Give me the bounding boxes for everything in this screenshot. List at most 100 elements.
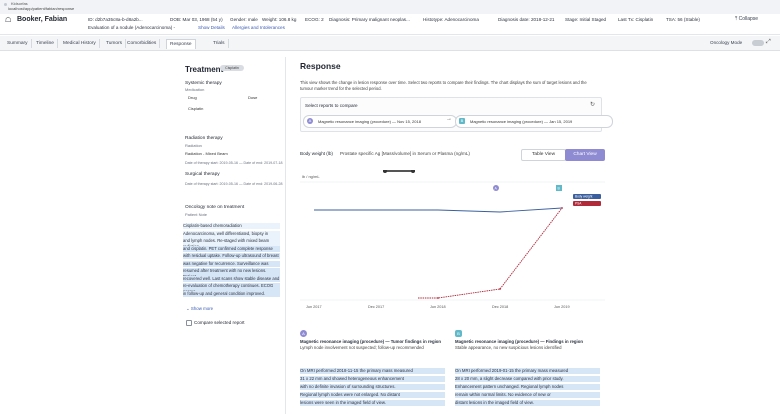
tab-tumors[interactable]: Tumors [103,39,127,48]
card-text-line: 31 x 22 mm and showed heterogeneous enha… [300,376,445,382]
legend-b-label: PSA [575,202,582,206]
tab-summary[interactable]: Summary [4,39,32,48]
radiation-value: Radiation - Mixed Beam [185,151,228,156]
chart-view-button[interactable]: Chart View [565,149,605,161]
radiation-therapy-label: Radiation therapy [185,136,223,141]
radiation-dates: Date of therapy start: 2019-05-16 — Date… [185,161,283,165]
measure-description: Prostate specific Ag [Mass/volume] in Se… [340,151,470,156]
systemic-therapy-sub: Medication [185,87,205,92]
patient-dob: DOB: Mar 03, 1968 (54 y) [170,17,223,22]
card-text-line: On MRI performed 2018-11-15 the primary … [300,368,445,374]
patient-name: Booker, Fabian [17,16,68,23]
oncology-note-line: with residual uptake. Follow-up ultrasou… [183,253,280,259]
y-axis-label: lb / ng/mL [302,174,320,179]
oncology-note-line: Cisplatin-based chemoradiation [183,223,280,229]
card-subtitle: Lymph node involvement not suspected; fo… [300,345,424,350]
legend-a [573,194,601,199]
systemic-therapy-label: Systemic therapy [185,81,222,86]
card-text-line: On MRI performed 2019-01-15 the primary … [455,368,600,374]
compare-checkbox-label: Compare selected report [194,320,245,325]
oncology-toggle[interactable] [752,40,764,46]
patient-histotype: Histotype: Adenocarcinoma [423,17,479,22]
card-text-line: 28 x 20 mm, a slight decrease compared w… [455,376,600,382]
marker-b-icon: B [459,118,465,124]
marker-a-icon: A [307,118,313,124]
legend-b [573,201,601,206]
compare-checkbox[interactable] [186,320,192,326]
patient-weight: Weight: 106.8 kg [262,17,297,22]
browser-tab-title[interactable]: Kidsorfas [11,1,28,6]
tab-response[interactable]: Response [166,39,196,49]
show-more-link[interactable]: ⌄ Show more [186,306,214,311]
oncology-note-sub: Patient Note [185,212,208,217]
patient-tsa: TSA: 56 (Stable) [666,17,700,22]
report-b-select[interactable]: B Magnetic resonance imaging (procedure)… [455,115,613,128]
patient-gender: Gender: male [230,17,258,22]
allergies-link[interactable]: Allergies and Intolerances [232,25,285,30]
card-text-line: Regional lymph nodes were not enlarged. … [300,392,445,398]
report-a-select[interactable]: A Magnetic resonance imaging (procedure)… [303,115,457,128]
show-details-link[interactable]: Show Details [198,25,225,30]
compare-title: Select reports to compare [305,103,358,108]
radiation-therapy-sub: Radiation [185,143,202,148]
oncology-note-line: and cisplatin. PET confirmed complete re… [183,245,280,252]
psa-point [499,288,501,290]
tab-trials[interactable]: Trials [210,39,229,48]
window-dot-icon [4,3,7,6]
collapse-icon: ⤒ [735,16,739,22]
table-view-button[interactable]: Table View [521,149,566,161]
response-title: Response [300,61,341,71]
response-description: This view shows the change in lesion res… [300,80,587,91]
tab-comorbidities[interactable]: Comorbidities [124,39,161,48]
tab-medical-history[interactable]: Medical History [60,39,100,48]
card-text-line: lesions were seen in the imaged field of… [300,400,445,406]
drug-value: Cisplatin [188,106,204,111]
treatment-badge: Cisplatin [220,65,244,71]
series-body-weight-line [314,207,563,213]
psa-point [561,207,563,209]
surgical-therapy-label: Surgical therapy [185,172,220,177]
card-text-line: remain within normal limits. No evidence… [455,392,600,398]
patient-subtitle: Evaluation of a nodule (Adenocarcinoma) … [88,25,176,30]
oncology-note-label: Oncology note on treatment [185,205,245,210]
oncology-note-line: recovered well. Last scans show stable d… [183,275,280,282]
response-chart[interactable]: lb / ng/mL Jun 2017 Dec 2017 Jun 2018 Dec 2… [300,170,605,315]
patient-icon: ☖ [5,17,12,24]
drug-column-header: Drug [188,95,197,100]
patient-diagnosis: Diagnosis: Primary malignant neoplas... [329,17,410,22]
report-b-value: Magnetic resonance imaging (procedure) —… [470,119,573,124]
collapse-button[interactable]: ⤒ Collapse [735,16,759,22]
legend-a-label: Body weight [575,195,592,199]
card-text-line: Enhancement pattern unchanged. Regional … [455,384,600,390]
marker-b-point [556,185,562,191]
patient-stage: Stage: Initial Staged [565,17,607,22]
report-a-value: Magnetic resonance imaging (procedure) —… [318,119,421,124]
x-tick-label: Dec 2018 [492,305,508,309]
chevron-down-icon: ⌄ [186,306,191,311]
fullscreen-icon[interactable]: ⤢ [766,39,771,45]
oncology-note-line: was negative for recurrence. Surveillanc… [183,260,280,267]
patient-id: ID: d2b7a35c8a-b-d8a2b... [88,17,143,22]
measure-label: Body weight (lb) [300,151,333,156]
marker-a-point [493,185,499,191]
oncology-toggle-label: Oncology Mode [710,40,743,45]
arrow-right-icon: → [446,116,452,122]
dose-column-header: Dose [248,95,258,100]
range-handle-right [411,170,415,173]
x-tick-label: Dec 2017 [368,305,384,309]
card-subtitle: Stable appearance, no new suspicious les… [455,345,562,350]
card-marker-b: B [455,330,462,337]
tab-timeline[interactable]: Timeline [33,39,58,48]
card-text-line: with no definite invasion of surrounding… [300,384,445,390]
range-handle-left [383,170,387,173]
refresh-icon[interactable]: ↻ [590,102,596,108]
card-title: Magnetic resonance imaging (procedure) —… [455,339,583,344]
patient-last-treatment: Last Tx: Cisplatin [618,17,654,22]
treatment-title: Treatment [185,65,224,74]
marker-b-text: B [558,187,561,191]
address-bar[interactable]: localhost/app/patient/fabian/response [8,6,75,11]
patient-ecog: ECOG: 2 [305,17,324,22]
patient-header [0,14,780,35]
x-tick-label: Jun 2017 [306,305,322,309]
x-tick-label: Jun 2018 [430,305,446,309]
